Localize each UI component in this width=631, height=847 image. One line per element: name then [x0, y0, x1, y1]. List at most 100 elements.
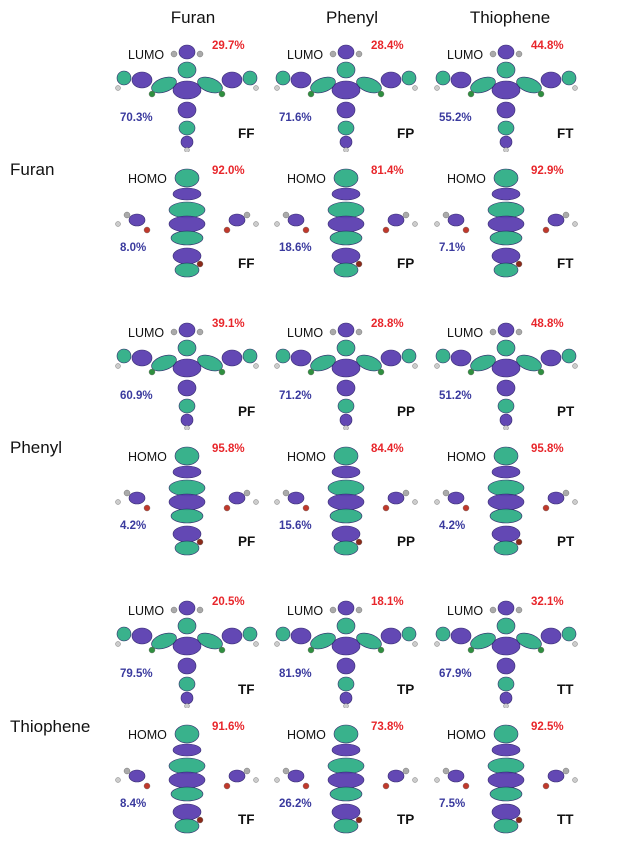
lumo-panel-phenyl-phenyl: LUMO 28.8% 71.2% PP: [271, 308, 421, 430]
top-percentage: 28.4%: [371, 40, 404, 52]
top-percentage: 92.0%: [212, 165, 245, 177]
orbital-label: LUMO: [287, 604, 324, 618]
compound-code: TF: [238, 682, 255, 697]
orbital-label: LUMO: [128, 326, 165, 340]
lumo-panel-thiophene-thiophene: LUMO 32.1% 67.9% TT: [431, 586, 581, 708]
compound-code: PP: [397, 534, 416, 549]
compound-code: FF: [238, 126, 255, 141]
homo-orbital-graphic: [434, 446, 578, 556]
homo-orbital-graphic: [115, 168, 259, 278]
lumo-panel-furan-phenyl: LUMO 28.4% 71.6% FP: [271, 30, 421, 152]
compound-code: TF: [238, 812, 255, 827]
bottom-percentage: 67.9%: [439, 668, 472, 680]
top-percentage: 84.4%: [371, 443, 404, 455]
row-header-furan: Furan: [10, 160, 55, 179]
column-header-furan: Furan: [170, 8, 216, 27]
top-percentage: 44.8%: [531, 40, 564, 52]
homo-panel-thiophene-furan: HOMO 91.6% 8.4% TF: [112, 716, 262, 838]
orbital-label: LUMO: [287, 326, 324, 340]
homo-panel-thiophene-phenyl: HOMO 73.8% 26.2% TP: [271, 716, 421, 838]
homo-panel-phenyl-phenyl: HOMO 84.4% 15.6% PP: [271, 438, 421, 560]
orbital-label: HOMO: [447, 450, 486, 464]
bottom-percentage: 4.2%: [439, 520, 466, 532]
orbital-label: HOMO: [128, 450, 167, 464]
bottom-percentage: 8.4%: [120, 798, 147, 810]
top-percentage: 20.5%: [212, 596, 245, 608]
orbital-label: LUMO: [447, 326, 484, 340]
column-header-phenyl: Phenyl: [326, 8, 378, 27]
top-percentage: 81.4%: [371, 165, 404, 177]
lumo-panel-phenyl-thiophene: LUMO 48.8% 51.2% PT: [431, 308, 581, 430]
top-percentage: 28.8%: [371, 318, 404, 330]
homo-orbital-graphic: [274, 446, 418, 556]
top-percentage: 48.8%: [531, 318, 564, 330]
bottom-percentage: 7.1%: [439, 242, 466, 254]
bottom-percentage: 70.3%: [120, 112, 153, 124]
orbital-label: HOMO: [128, 172, 167, 186]
homo-orbital-graphic: [434, 168, 578, 278]
homo-panel-thiophene-thiophene: HOMO 92.5% 7.5% TT: [431, 716, 581, 838]
lumo-orbital-graphic: [115, 322, 259, 430]
orbital-label: HOMO: [287, 450, 326, 464]
bottom-percentage: 79.5%: [120, 668, 153, 680]
top-percentage: 92.9%: [531, 165, 564, 177]
homo-panel-furan-phenyl: HOMO 81.4% 18.6% FP: [271, 160, 421, 282]
column-header-thiophene: Thiophene: [469, 8, 551, 27]
lumo-panel-thiophene-phenyl: LUMO 18.1% 81.9% TP: [271, 586, 421, 708]
lumo-orbital-graphic: [434, 44, 578, 152]
homo-orbital-graphic: [115, 446, 259, 556]
compound-code: PT: [557, 404, 575, 419]
bottom-percentage: 18.6%: [279, 242, 312, 254]
bottom-percentage: 55.2%: [439, 112, 472, 124]
bottom-percentage: 26.2%: [279, 798, 312, 810]
lumo-orbital-graphic: [274, 44, 418, 152]
homo-orbital-graphic: [115, 724, 259, 834]
lumo-orbital-graphic: [115, 44, 259, 152]
orbital-label: HOMO: [447, 728, 486, 742]
orbital-label: LUMO: [128, 604, 165, 618]
homo-panel-phenyl-furan: HOMO 95.8% 4.2% PF: [112, 438, 262, 560]
top-percentage: 18.1%: [371, 596, 404, 608]
top-percentage: 91.6%: [212, 721, 245, 733]
compound-code: PF: [238, 534, 256, 549]
top-percentage: 92.5%: [531, 721, 564, 733]
row-header-thiophene: Thiophene: [10, 717, 91, 736]
homo-orbital-graphic: [274, 724, 418, 834]
homo-panel-phenyl-thiophene: HOMO 95.8% 4.2% PT: [431, 438, 581, 560]
compound-code: PT: [557, 534, 575, 549]
bottom-percentage: 15.6%: [279, 520, 312, 532]
compound-code: TP: [397, 812, 415, 827]
lumo-orbital-graphic: [115, 600, 259, 708]
compound-code: PP: [397, 404, 416, 419]
compound-code: TT: [557, 682, 574, 697]
compound-code: FF: [238, 256, 255, 271]
bottom-percentage: 4.2%: [120, 520, 147, 532]
compound-code: TP: [397, 682, 415, 697]
bottom-percentage: 71.6%: [279, 112, 312, 124]
lumo-orbital-graphic: [274, 600, 418, 708]
orbital-label: HOMO: [128, 728, 167, 742]
compound-code: FP: [397, 126, 415, 141]
top-percentage: 73.8%: [371, 721, 404, 733]
lumo-panel-furan-thiophene: LUMO 44.8% 55.2% FT: [431, 30, 581, 152]
compound-code: FT: [557, 256, 574, 271]
orbital-label: HOMO: [287, 172, 326, 186]
homo-panel-furan-thiophene: HOMO 92.9% 7.1% FT: [431, 160, 581, 282]
compound-code: FP: [397, 256, 415, 271]
orbital-label: HOMO: [287, 728, 326, 742]
row-header-phenyl: Phenyl: [10, 438, 62, 457]
compound-code: PF: [238, 404, 256, 419]
top-percentage: 29.7%: [212, 40, 245, 52]
top-percentage: 95.8%: [531, 443, 564, 455]
orbital-label: LUMO: [128, 48, 165, 62]
homo-orbital-graphic: [434, 724, 578, 834]
bottom-percentage: 8.0%: [120, 242, 147, 254]
top-percentage: 32.1%: [531, 596, 564, 608]
lumo-panel-furan-furan: LUMO 29.7% 70.3% FF: [112, 30, 262, 152]
bottom-percentage: 81.9%: [279, 668, 312, 680]
top-percentage: 39.1%: [212, 318, 245, 330]
homo-orbital-graphic: [274, 168, 418, 278]
lumo-orbital-graphic: [274, 322, 418, 430]
lumo-orbital-graphic: [434, 322, 578, 430]
compound-code: TT: [557, 812, 574, 827]
